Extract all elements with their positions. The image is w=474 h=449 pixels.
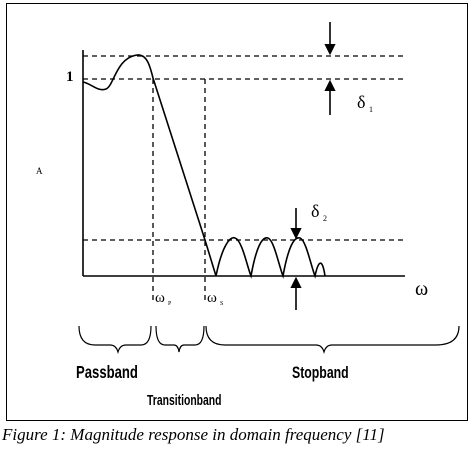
passband-brace <box>78 325 152 355</box>
transitionband-label: Transitionband <box>147 392 222 408</box>
stopband-brace <box>205 325 460 355</box>
omega-p-label: ω <box>155 290 165 306</box>
transitionband-brace <box>155 325 205 353</box>
magnitude-response-curve <box>82 54 326 279</box>
delta1-label: δ <box>357 92 365 112</box>
y-tick-one-label: 1 <box>66 69 74 85</box>
stopband-label: Stopband <box>292 364 349 382</box>
passband-label: Passband <box>76 363 138 382</box>
delta2-subscript: 2 <box>323 214 327 223</box>
delta1-subscript: 1 <box>369 105 373 114</box>
figure-caption: Figure 1: Magnitude response in domain f… <box>2 425 385 444</box>
delta2-label: δ <box>311 201 319 221</box>
omega-s-subscript: S <box>220 301 223 307</box>
y-axis-label: A <box>36 166 43 176</box>
x-axis-label: ω <box>415 278 428 300</box>
omega-p-subscript: P <box>168 301 172 307</box>
omega-s-label: ω <box>207 290 217 306</box>
